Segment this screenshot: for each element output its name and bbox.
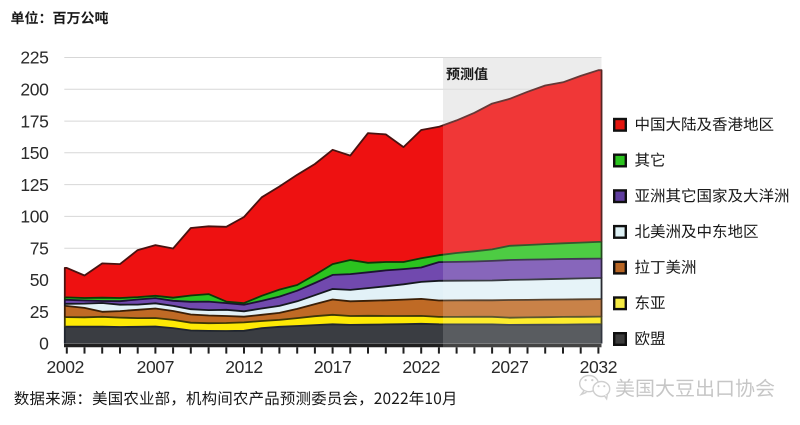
svg-text:0: 0 xyxy=(39,334,49,354)
svg-text:2007: 2007 xyxy=(137,357,175,377)
svg-text:2002: 2002 xyxy=(47,357,85,377)
svg-text:175: 175 xyxy=(20,111,48,131)
svg-text:75: 75 xyxy=(30,238,49,258)
svg-text:50: 50 xyxy=(30,270,49,290)
svg-text:150: 150 xyxy=(20,143,49,163)
svg-text:2022: 2022 xyxy=(402,357,440,377)
svg-text:200: 200 xyxy=(20,80,49,100)
svg-text:25: 25 xyxy=(30,302,49,322)
svg-text:2017: 2017 xyxy=(314,357,352,377)
svg-text:225: 225 xyxy=(20,48,48,68)
svg-text:2027: 2027 xyxy=(491,357,529,377)
svg-text:125: 125 xyxy=(20,175,48,195)
svg-text:2032: 2032 xyxy=(580,357,618,377)
svg-text:100: 100 xyxy=(20,207,49,227)
svg-text:2012: 2012 xyxy=(225,357,263,377)
